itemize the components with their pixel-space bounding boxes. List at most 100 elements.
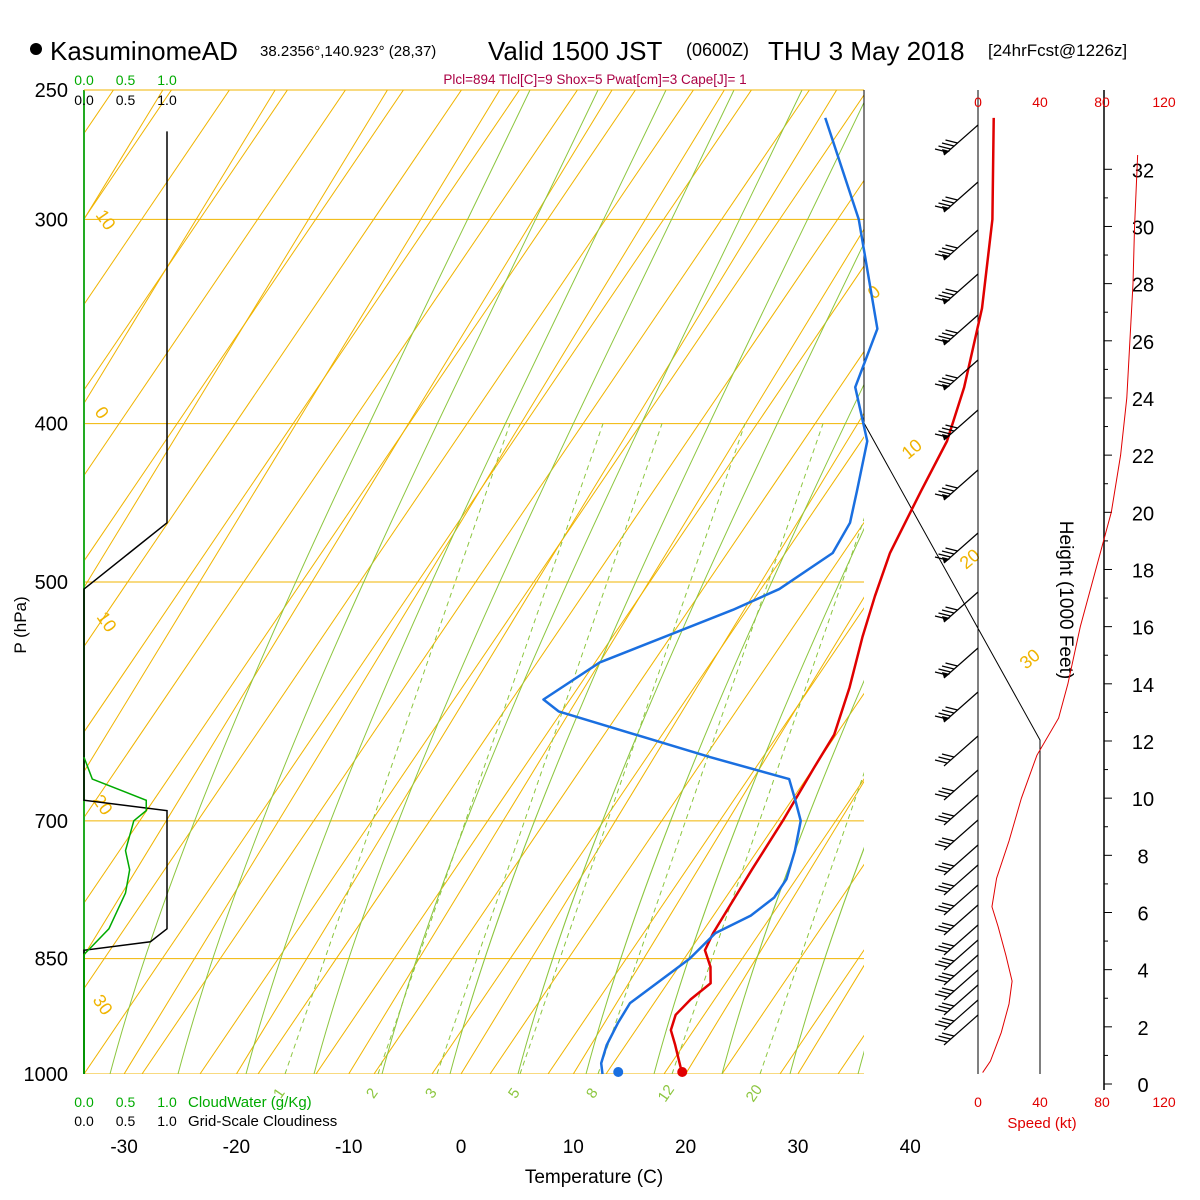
thermo-diagram-background [84, 0, 1200, 1074]
cloud-water-scale-tick: 0.5 [116, 1094, 136, 1110]
mixing-ratio-label: 8 [583, 1085, 602, 1102]
cloudiness-scale-tick: 1.0 [157, 92, 177, 108]
moist-adiabat-line [517, 242, 864, 1074]
isotherm-line [348, 228, 864, 1074]
cloudiness-line [83, 131, 168, 1074]
x-tick-label: 30 [787, 1137, 808, 1158]
height-tick-label: 30 [1132, 217, 1154, 239]
height-tick-label: 12 [1132, 732, 1154, 754]
wind-barb-icon [934, 1014, 979, 1046]
height-tick-label: 28 [1132, 275, 1154, 297]
cloudiness-scale-tick: 0.0 [74, 92, 94, 108]
speed-tick-label-top: 120 [1152, 94, 1176, 110]
wind-barb-icon [934, 591, 979, 623]
wind-barb-icon [934, 469, 979, 501]
pressure-ticks: 250 300 400 500 700 850 1000 [24, 80, 69, 1086]
cloud-water-scale-tick: 1.0 [157, 1094, 177, 1110]
moist-adiabat-line [721, 679, 864, 1074]
dry-adiabat-line [954, 0, 1200, 1074]
cloudiness-legend: Grid-Scale Cloudiness [188, 1113, 337, 1130]
cloud-water-scale-tick: 0.0 [74, 72, 94, 88]
dry-adiabat-line [84, 90, 289, 391]
height-tick-label: 4 [1137, 961, 1148, 983]
dry-adiabat-line [84, 90, 347, 477]
cloudiness-scale-tick: 1.0 [157, 1113, 177, 1129]
wind-barb-icon [934, 647, 979, 679]
dry-adiabat-line [663, 778, 864, 1074]
height-tick-label: 16 [1132, 618, 1154, 640]
dry-adiabat-line [721, 863, 864, 1074]
y-tick-label: 1000 [24, 1064, 69, 1086]
cloud-water-scale-tick: 1.0 [157, 72, 177, 88]
speed-tick-label-bottom: 120 [1152, 1094, 1176, 1110]
wind-barb-icon [934, 864, 979, 896]
dry-adiabat-line [547, 607, 864, 1074]
dry-adiabat-line [257, 179, 864, 1074]
y-tick-label: 250 [35, 80, 68, 102]
mixing-ratio-label: 20 [743, 1082, 766, 1105]
mixing-ratio-label: 3 [422, 1085, 441, 1102]
height-tick-label: 2 [1137, 1018, 1148, 1040]
cloudiness-scale-tick: 0.5 [116, 1113, 136, 1129]
speed-tick-label-top: 80 [1094, 94, 1110, 110]
isotherm-line [84, 90, 613, 957]
wind-barb-icon [934, 409, 979, 441]
zulu-time: (0600Z) [686, 40, 749, 60]
dry-adiabat-label: 30 [89, 991, 117, 1019]
y-axis-label: P (hPa) [11, 596, 30, 653]
moist-adiabat-line [245, 90, 667, 1074]
height-tick-label: 32 [1132, 160, 1154, 182]
wind-barb-icon [934, 359, 979, 391]
dry-adiabat-line [84, 90, 695, 990]
cloud-panel: 0.0 0.0 0.0 0.0 0.5 0.5 0.5 0.5 1.0 1.0 1.0 1.0 [74, 72, 177, 1129]
station-name: KasuminomeAD [50, 36, 238, 66]
y-tick-label: 850 [35, 949, 68, 971]
dry-adiabat-line [199, 94, 864, 1074]
height-tick-label: 20 [1132, 503, 1154, 525]
dry-adiabat-line [896, 0, 1200, 1074]
wind-barb-icon [934, 984, 979, 1016]
isotherm-line [84, 90, 388, 589]
dry-adiabat-line [141, 90, 811, 1074]
cloudiness-scale-tick: 0.0 [74, 1113, 94, 1129]
x-tick-label: 20 [675, 1137, 696, 1158]
dry-adiabat-line [373, 350, 864, 1074]
speed-tick-label-top: 40 [1032, 94, 1048, 110]
height-tick-label: 24 [1132, 389, 1154, 411]
x-tick-label: -10 [335, 1137, 362, 1158]
stability-indices: Plcl=894 Tlcl[C]=9 Shox=5 Pwat[cm]=3 Cap… [443, 72, 746, 87]
dry-adiabat-label: 10 [898, 435, 926, 463]
wind-panel-outline [863, 422, 1041, 1074]
mixing-ratio-label: 2 [363, 1085, 382, 1102]
wind-barb-icon [934, 314, 979, 346]
mixing-ratio-line [284, 423, 511, 1074]
dry-adiabat-label: 20 [89, 791, 117, 819]
dry-adiabat-line [1186, 0, 1200, 1074]
cloud-water-legend: CloudWater (g/Kg) [188, 1094, 312, 1111]
height-tick-label: 22 [1132, 446, 1154, 468]
moist-adiabat-line [177, 90, 599, 1074]
height-tick-label: 10 [1132, 789, 1154, 811]
valid-label: Valid 1500 JST [488, 36, 663, 66]
cloud-water-scale-tick: 0.5 [116, 72, 136, 88]
temperature-ticks: -30 -20 -10 0 10 20 30 40 [110, 1137, 920, 1158]
isotherm-line [460, 412, 864, 1074]
wind-barb-icon [934, 819, 979, 851]
dewpoint-surface-marker [613, 1067, 624, 1077]
x-tick-label: 10 [563, 1137, 584, 1158]
height-axis-label: Height (1000 Feet) [1055, 521, 1076, 679]
speed-tick-label-bottom: 40 [1032, 1094, 1048, 1110]
x-tick-label: -20 [223, 1137, 250, 1158]
speed-tick-label-top: 0 [974, 94, 982, 110]
dry-adiabat-line [84, 90, 579, 819]
dry-adiabat-line [431, 436, 864, 1074]
dry-adiabat-line [489, 521, 864, 1074]
cloud-water-line [83, 756, 147, 1074]
valid-date: THU 3 May 2018 [768, 36, 965, 66]
x-tick-label: 40 [900, 1137, 921, 1158]
wind-barb-icon [934, 954, 979, 986]
isotherm-line [1023, 90, 1200, 1074]
dry-adiabat-line [605, 692, 864, 1074]
